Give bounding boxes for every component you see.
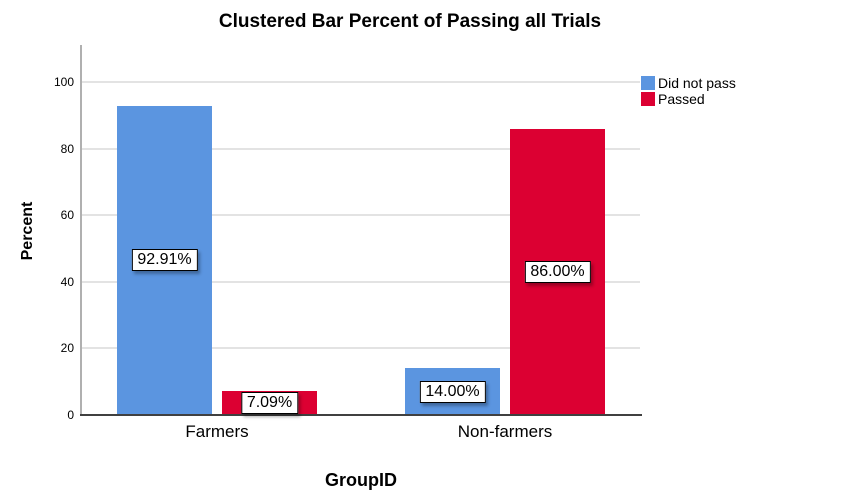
gridline [82, 147, 640, 150]
gridline [82, 81, 640, 83]
category-label: Non-farmers [457, 422, 553, 441]
legend-item: Passed [641, 91, 736, 107]
gridline [82, 214, 640, 217]
value-label: 92.91% [131, 249, 198, 272]
y-tick-label: 0 [67, 408, 74, 422]
y-tick-label: 40 [60, 274, 74, 289]
legend-swatch-icon [641, 92, 655, 106]
y-tick-label: 20 [60, 341, 74, 356]
legend-item: Did not pass [641, 75, 736, 91]
legend: Did not pass Passed [641, 75, 736, 107]
value-label: 86.00% [524, 260, 591, 283]
category-label: Farmers [185, 422, 249, 441]
gridline [82, 347, 640, 350]
gridline [82, 280, 640, 283]
chart-title: Clustered Bar Percent of Passing all Tri… [218, 11, 602, 32]
y-tick-label: 100 [53, 75, 74, 89]
value-label: 7.09% [240, 392, 299, 415]
y-axis-line [80, 45, 82, 415]
legend-label: Did not pass [658, 75, 736, 91]
x-axis-line [80, 414, 642, 416]
y-tick-label: 60 [60, 208, 74, 223]
value-label: 14.00% [419, 380, 486, 403]
legend-label: Passed [658, 91, 705, 107]
legend-swatch-icon [641, 76, 655, 90]
x-axis-title: GroupID [325, 470, 397, 490]
y-tick-label: 80 [60, 141, 74, 156]
